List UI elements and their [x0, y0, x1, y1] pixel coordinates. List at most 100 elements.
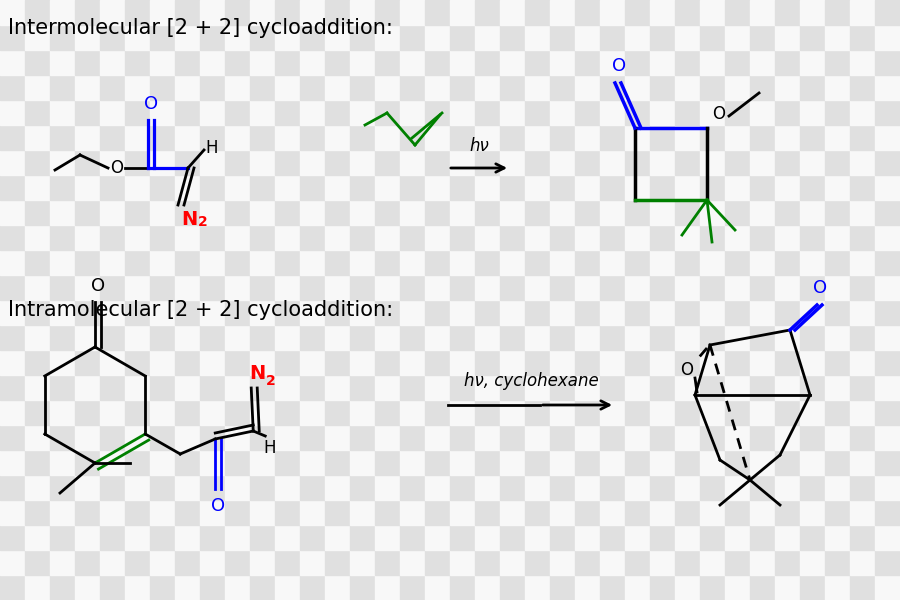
Bar [675, 450, 700, 475]
Bar [350, 500, 375, 525]
Bar [450, 500, 475, 525]
Bar [675, 200, 700, 225]
Bar [475, 300, 500, 325]
Bar [475, 250, 500, 275]
Bar [25, 225, 50, 250]
Bar [250, 275, 275, 300]
Bar [150, 175, 175, 200]
Bar [200, 575, 225, 600]
Bar [75, 325, 100, 350]
Bar [225, 425, 250, 450]
Bar [200, 525, 225, 550]
Bar [0, 500, 25, 525]
Bar [225, 50, 250, 75]
Bar [375, 475, 400, 500]
Bar [775, 275, 800, 300]
Bar [825, 100, 850, 125]
Bar [575, 250, 600, 275]
Bar [650, 575, 675, 600]
Bar [100, 225, 125, 250]
Bar [50, 250, 75, 275]
Bar [475, 475, 500, 500]
Bar [525, 275, 550, 300]
Bar [350, 450, 375, 475]
Bar [825, 550, 850, 575]
Bar [725, 250, 750, 275]
Bar [0, 425, 25, 450]
Bar [200, 450, 225, 475]
Bar [325, 475, 350, 500]
Bar [50, 50, 75, 75]
Bar [325, 300, 350, 325]
Bar [50, 500, 75, 525]
Bar [150, 100, 175, 125]
Bar [700, 500, 725, 525]
Bar [850, 150, 875, 175]
Bar [425, 525, 450, 550]
Bar [75, 425, 100, 450]
Bar [300, 250, 325, 275]
Bar [200, 150, 225, 175]
Bar [550, 375, 575, 400]
Bar [375, 425, 400, 450]
Bar [500, 400, 525, 425]
Bar [625, 0, 650, 25]
Bar [175, 400, 200, 425]
Bar [200, 275, 225, 300]
Bar [75, 550, 100, 575]
Bar [125, 100, 150, 125]
Bar [875, 400, 900, 425]
Bar [100, 50, 125, 75]
Bar [575, 300, 600, 325]
Bar [450, 400, 475, 425]
Bar [575, 450, 600, 475]
Bar [675, 400, 700, 425]
Bar [425, 475, 450, 500]
Bar [875, 150, 900, 175]
Bar [450, 275, 475, 300]
Bar [425, 375, 450, 400]
Bar [700, 100, 725, 125]
Bar [150, 350, 175, 375]
Bar [675, 50, 700, 75]
Bar [750, 125, 775, 150]
Bar [775, 400, 800, 425]
Bar [300, 500, 325, 525]
Bar [800, 50, 825, 75]
Bar [375, 25, 400, 50]
Bar [200, 500, 225, 525]
Bar [800, 500, 825, 525]
Text: 2: 2 [198, 215, 208, 229]
Bar [475, 0, 500, 25]
Bar [725, 550, 750, 575]
Bar [775, 100, 800, 125]
Bar [700, 550, 725, 575]
Bar [75, 225, 100, 250]
Bar [75, 500, 100, 525]
Bar [300, 550, 325, 575]
Bar [175, 500, 200, 525]
Bar [325, 425, 350, 450]
Bar [500, 0, 525, 25]
Bar [325, 0, 350, 25]
Bar [750, 300, 775, 325]
Bar [25, 275, 50, 300]
Bar [50, 325, 75, 350]
Bar [725, 175, 750, 200]
Bar [525, 500, 550, 525]
Bar [250, 175, 275, 200]
Bar [825, 525, 850, 550]
Bar [225, 175, 250, 200]
Bar [175, 0, 200, 25]
Bar [300, 325, 325, 350]
Bar [575, 100, 600, 125]
Bar [700, 450, 725, 475]
Bar [350, 0, 375, 25]
Bar [300, 525, 325, 550]
Bar [200, 300, 225, 325]
Bar [350, 575, 375, 600]
Bar [650, 300, 675, 325]
Bar [225, 450, 250, 475]
Bar [100, 325, 125, 350]
Bar [700, 125, 725, 150]
